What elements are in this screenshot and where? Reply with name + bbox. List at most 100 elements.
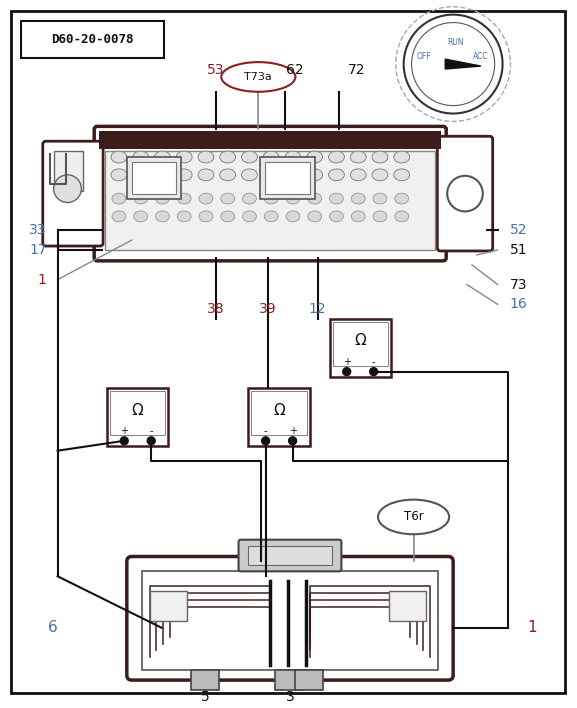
Text: 5: 5 [201, 690, 209, 704]
Ellipse shape [264, 193, 278, 204]
Text: 53: 53 [207, 63, 224, 77]
Text: 39: 39 [260, 302, 277, 316]
Ellipse shape [176, 151, 192, 163]
Circle shape [261, 437, 269, 445]
Ellipse shape [351, 193, 365, 204]
Ellipse shape [199, 193, 213, 204]
Ellipse shape [328, 151, 344, 163]
Ellipse shape [155, 151, 170, 163]
Text: Ω: Ω [354, 333, 366, 348]
Ellipse shape [395, 211, 409, 222]
Ellipse shape [134, 211, 148, 222]
Text: D60-20-0078: D60-20-0078 [51, 33, 133, 46]
Text: Ω: Ω [132, 403, 144, 418]
FancyBboxPatch shape [132, 162, 176, 193]
FancyBboxPatch shape [127, 556, 453, 680]
Ellipse shape [285, 151, 301, 163]
Ellipse shape [177, 193, 191, 204]
FancyBboxPatch shape [54, 151, 83, 190]
Ellipse shape [372, 151, 388, 163]
Ellipse shape [198, 169, 214, 181]
Text: 51: 51 [509, 243, 527, 257]
Ellipse shape [156, 193, 170, 204]
Ellipse shape [112, 193, 126, 204]
FancyBboxPatch shape [191, 670, 219, 690]
FancyBboxPatch shape [249, 389, 310, 446]
Ellipse shape [351, 211, 365, 222]
Text: 16: 16 [509, 297, 527, 312]
FancyBboxPatch shape [389, 591, 426, 621]
Ellipse shape [220, 151, 235, 163]
FancyBboxPatch shape [249, 546, 332, 566]
Ellipse shape [395, 193, 409, 204]
Ellipse shape [307, 169, 323, 181]
Ellipse shape [112, 211, 126, 222]
Ellipse shape [285, 169, 301, 181]
Text: RUN: RUN [447, 38, 463, 47]
FancyBboxPatch shape [142, 571, 439, 670]
Ellipse shape [133, 151, 149, 163]
Circle shape [370, 367, 377, 375]
Ellipse shape [308, 211, 321, 222]
Ellipse shape [394, 151, 410, 163]
Text: 1: 1 [38, 273, 47, 287]
Text: T73a: T73a [245, 72, 272, 82]
FancyBboxPatch shape [127, 157, 181, 198]
Ellipse shape [242, 151, 257, 163]
Ellipse shape [263, 169, 279, 181]
Ellipse shape [328, 169, 344, 181]
Ellipse shape [176, 169, 192, 181]
Ellipse shape [199, 211, 213, 222]
Ellipse shape [221, 211, 235, 222]
Text: 72: 72 [347, 63, 365, 77]
Ellipse shape [220, 169, 235, 181]
Circle shape [54, 175, 81, 202]
Ellipse shape [373, 211, 387, 222]
Text: OFF: OFF [416, 52, 431, 61]
Circle shape [120, 437, 128, 445]
Ellipse shape [133, 169, 149, 181]
Text: 73: 73 [509, 278, 527, 292]
Text: 38: 38 [207, 302, 224, 316]
Ellipse shape [134, 193, 148, 204]
Ellipse shape [373, 193, 387, 204]
Text: -: - [372, 358, 376, 367]
Ellipse shape [198, 151, 214, 163]
Circle shape [343, 367, 351, 375]
Ellipse shape [329, 211, 343, 222]
FancyBboxPatch shape [149, 591, 187, 621]
Ellipse shape [378, 500, 449, 535]
Ellipse shape [156, 211, 170, 222]
Ellipse shape [372, 169, 388, 181]
Polygon shape [445, 59, 481, 69]
Text: -: - [264, 426, 267, 436]
Ellipse shape [242, 211, 256, 222]
FancyBboxPatch shape [275, 670, 303, 690]
Ellipse shape [177, 211, 191, 222]
Ellipse shape [242, 193, 256, 204]
FancyBboxPatch shape [265, 162, 310, 193]
Text: Ω: Ω [273, 403, 285, 418]
FancyBboxPatch shape [11, 11, 565, 693]
Ellipse shape [111, 169, 127, 181]
Ellipse shape [286, 211, 300, 222]
Text: 62: 62 [286, 63, 304, 77]
FancyBboxPatch shape [295, 670, 323, 690]
Circle shape [447, 176, 483, 212]
FancyBboxPatch shape [329, 319, 391, 377]
FancyBboxPatch shape [437, 136, 493, 251]
Text: T6r: T6r [404, 510, 424, 523]
Text: 1: 1 [527, 620, 537, 635]
Text: 12: 12 [309, 302, 327, 316]
FancyBboxPatch shape [94, 126, 446, 261]
FancyBboxPatch shape [252, 392, 307, 435]
Ellipse shape [221, 193, 235, 204]
Text: +: + [343, 358, 351, 367]
Text: +: + [288, 426, 297, 436]
FancyBboxPatch shape [43, 141, 103, 246]
Ellipse shape [263, 151, 279, 163]
FancyBboxPatch shape [107, 389, 168, 446]
Ellipse shape [264, 211, 278, 222]
Ellipse shape [111, 151, 127, 163]
Text: ACC: ACC [473, 52, 489, 61]
